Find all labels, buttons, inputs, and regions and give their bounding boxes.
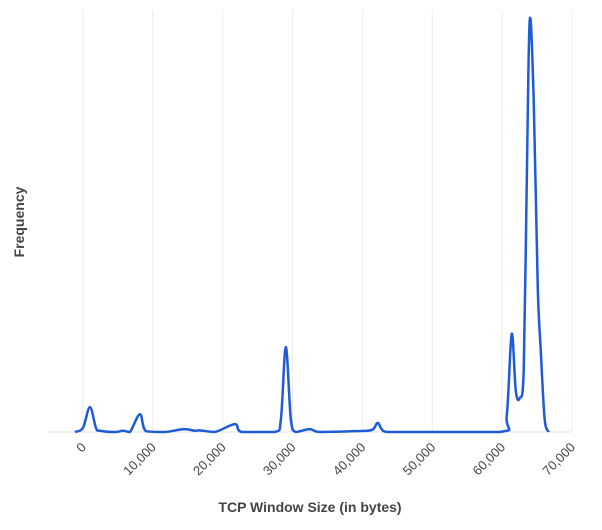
x-tick-label: 30,000 — [260, 440, 299, 479]
x-tick-label: 50,000 — [400, 440, 439, 479]
y-axis-title: Frequency — [11, 186, 27, 257]
x-axis-title: TCP Window Size (in bytes) — [218, 499, 401, 515]
x-tick-label: 10,000 — [120, 440, 159, 479]
density-line — [74, 16, 550, 434]
x-tick-label: 70,000 — [539, 440, 578, 479]
x-tick-label: 20,000 — [190, 440, 229, 479]
x-tick-label: 40,000 — [330, 440, 369, 479]
x-tick-label: 0 — [73, 440, 89, 456]
x-tick-label: 60,000 — [470, 440, 509, 479]
